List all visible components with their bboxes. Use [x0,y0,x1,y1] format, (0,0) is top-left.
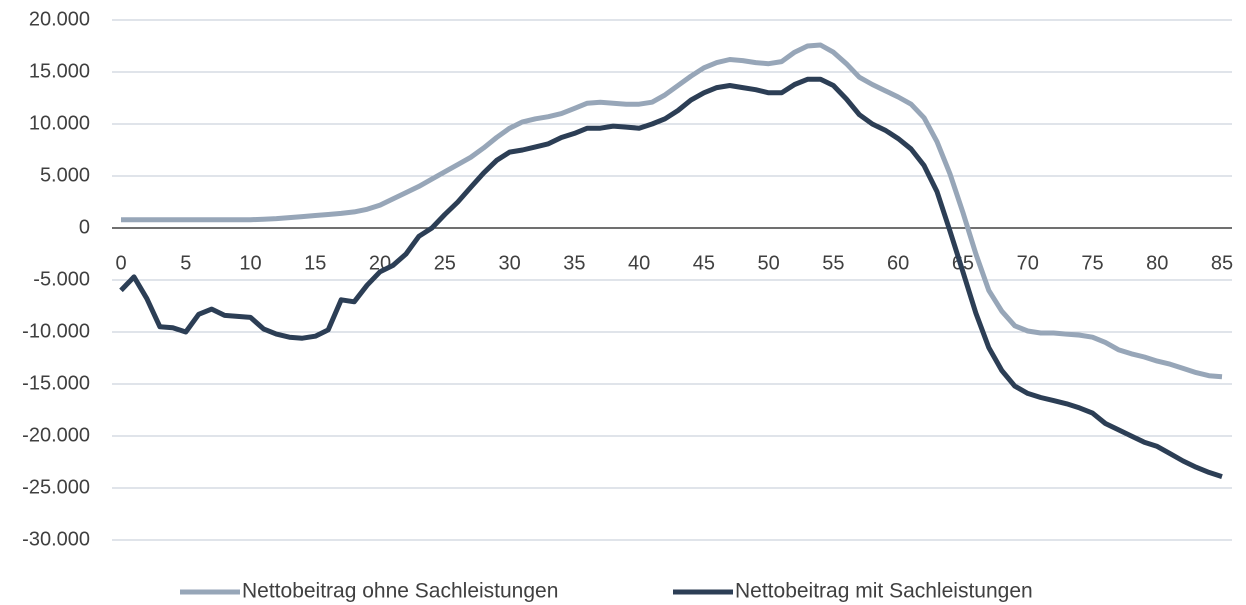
x-tick-label: 5 [180,252,191,274]
y-tick-label: -10.000 [22,320,90,342]
y-tick-label: 15.000 [29,60,90,82]
legend-label: Nettobeitrag ohne Sachleistungen [242,580,558,603]
y-tick-label: 0 [79,216,90,238]
x-tick-label: 75 [1081,252,1103,274]
x-tick-label: 70 [1017,252,1039,274]
y-tick-label: -30.000 [22,528,90,550]
y-tick-label: -15.000 [22,372,90,394]
legend-label: Nettobeitrag mit Sachleistungen [735,580,1033,603]
y-tick-label: -20.000 [22,424,90,446]
x-tick-label: 55 [822,252,844,274]
y-tick-label: 5.000 [40,164,90,186]
y-tick-label: 20.000 [29,8,90,30]
series-line [121,42,1223,380]
x-tick-label: 40 [628,252,650,274]
series-line [119,76,1223,479]
x-tick-label: 50 [758,252,780,274]
x-tick-label: 0 [115,252,126,274]
x-tick-label: 80 [1146,252,1168,274]
x-tick-label: 10 [239,252,261,274]
x-tick-label: 30 [498,252,520,274]
x-tick-label: 85 [1211,252,1233,274]
x-tick-label: 45 [693,252,715,274]
x-tick-label: 25 [434,252,456,274]
x-tick-label: 60 [887,252,909,274]
x-tick-label: 15 [304,252,326,274]
y-tick-label: 10.000 [29,112,90,134]
x-tick-label: 35 [563,252,585,274]
y-tick-label: -5.000 [33,268,90,290]
y-tick-label: -25.000 [22,476,90,498]
